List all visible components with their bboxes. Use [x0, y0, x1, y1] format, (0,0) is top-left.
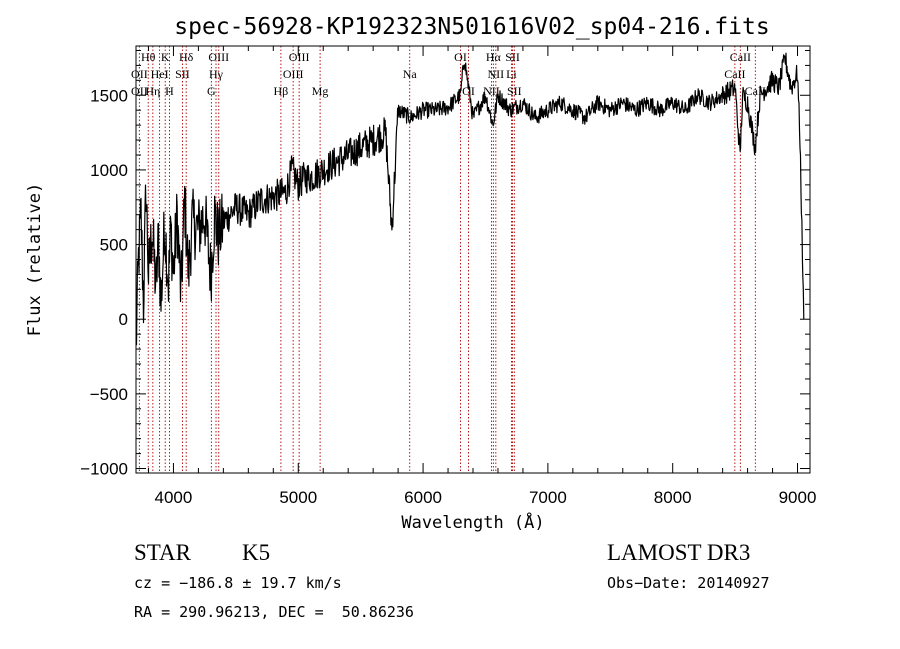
reference-label-14: Na	[403, 67, 418, 81]
reference-label-8: CaII	[730, 50, 751, 64]
reference-label-5: OI	[454, 50, 467, 64]
y-tick-label-2: 0	[119, 310, 128, 329]
reference-label-19: Hη	[145, 84, 160, 98]
y-tick-label-4: 1000	[90, 161, 128, 180]
reference-label-9: OII	[131, 67, 148, 81]
x-tick-label-1: 5000	[279, 488, 317, 507]
redshift-cz: cz = −186.8 ± 19.7 km/s	[134, 574, 342, 592]
object-class: STAR	[134, 540, 191, 565]
observation-date: Obs−Date: 20140927	[607, 574, 770, 592]
x-tick-label-4: 8000	[654, 488, 692, 507]
chart-title: spec-56928-KP192323N501616V02_sp04-216.f…	[174, 14, 769, 40]
y-tick-label-0: −1000	[80, 460, 128, 479]
survey-name: LAMOST DR3	[607, 540, 751, 565]
reference-label-10: HeI	[151, 67, 169, 81]
reference-label-16: Li	[506, 67, 517, 81]
reference-label-12: Hγ	[209, 67, 224, 81]
spectrum-line	[135, 52, 805, 346]
reference-label-25: NII	[483, 84, 500, 98]
y-tick-label-3: 500	[100, 236, 128, 255]
reference-label-21: G	[207, 84, 216, 98]
object-subclass: K5	[242, 540, 271, 565]
reference-label-20: H	[165, 84, 174, 98]
y-axis-label: Flux (relative)	[25, 183, 45, 337]
coordinates: RA = 290.96213, DEC = 50.86236	[134, 603, 414, 621]
reference-label-3: OIII	[208, 50, 229, 64]
x-tick-label-2: 6000	[404, 488, 442, 507]
x-axis-label: Wavelength (Å)	[401, 511, 544, 533]
reference-label-13: OIII	[283, 67, 304, 81]
reference-label-24: OI	[462, 84, 475, 98]
y-tick-label-5: 1500	[90, 86, 128, 105]
reference-label-1: K	[161, 50, 170, 64]
reference-label-2: Hδ	[179, 50, 194, 64]
y-tick-label-1: −500	[90, 385, 128, 404]
axis-ticks: 4000 5000 6000 7000 8000 9000 −1000 −500 0 500 100…	[80, 46, 816, 507]
reference-label-6: Hα	[486, 50, 502, 64]
reference-label-17: CaII	[724, 67, 745, 81]
reference-label-22: Hβ	[274, 84, 289, 98]
reference-label-7: SII	[505, 50, 520, 64]
reference-label-26: SII	[507, 84, 522, 98]
x-tick-label-5: 9000	[779, 488, 817, 507]
reference-label-18: OII	[131, 84, 148, 98]
reference-label-23: Mg	[312, 84, 329, 98]
reference-label-15: NII	[488, 67, 505, 81]
reference-label-0: Hθ	[141, 50, 156, 64]
reference-label-4: OIII	[289, 50, 310, 64]
x-tick-label-0: 4000	[155, 488, 193, 507]
reference-label-11: SII	[175, 67, 190, 81]
x-tick-label-3: 7000	[529, 488, 567, 507]
